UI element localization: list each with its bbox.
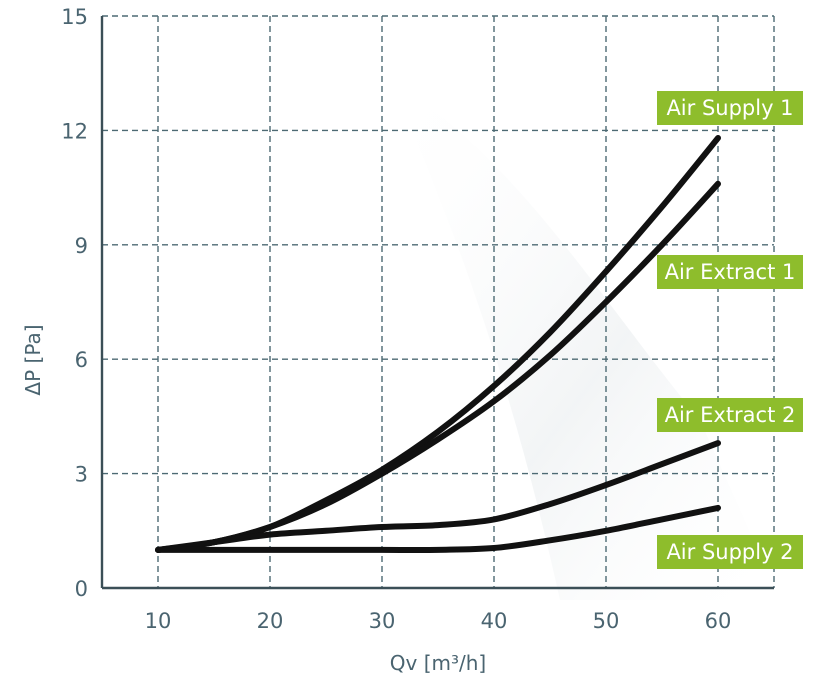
y-axis-title: ΔP [Pa] [21, 324, 45, 395]
series-line-air-supply-2 [155, 504, 721, 554]
y-tick-label-15: 15 [61, 5, 88, 29]
series-line-air-extract-1 [155, 180, 721, 553]
x-tick-label-20: 20 [257, 609, 284, 633]
series-line-air-extract-2 [155, 440, 721, 553]
x-tick-label-40: 40 [481, 609, 508, 633]
x-tick-label-60: 60 [705, 609, 732, 633]
series-label-air-extract-2: Air Extract 2 [665, 403, 796, 427]
series-labels: Air Supply 1 Air Extract 1 Air Extract 2 Ai… [657, 91, 803, 569]
x-tick-label-10: 10 [145, 609, 172, 633]
y-tick-label-12: 12 [61, 119, 88, 143]
series-label-air-supply-1: Air Supply 1 [666, 96, 793, 120]
x-tick-label-30: 30 [369, 609, 396, 633]
series-label-air-extract-1: Air Extract 1 [665, 260, 796, 284]
y-tick-label-6: 6 [75, 348, 88, 372]
x-tick-label-50: 50 [593, 609, 620, 633]
series-lines [155, 135, 721, 554]
series-label-box-air-supply-1 [657, 91, 803, 125]
y-tick-label-0: 0 [75, 577, 88, 601]
axes [100, 16, 774, 590]
y-tick-label-9: 9 [75, 234, 88, 258]
series-label-air-supply-2: Air Supply 2 [666, 540, 793, 564]
background-sheen [390, 80, 780, 600]
tick-labels: 0 3 6 9 12 15 10 20 30 40 50 60 [61, 5, 731, 633]
series-label-box-air-extract-1 [657, 255, 803, 289]
x-axis-title: Qv [m³/h] [390, 651, 486, 675]
series-label-box-air-extract-2 [657, 398, 803, 432]
series-label-box-air-supply-2 [657, 535, 803, 569]
y-tick-label-3: 3 [75, 463, 88, 487]
